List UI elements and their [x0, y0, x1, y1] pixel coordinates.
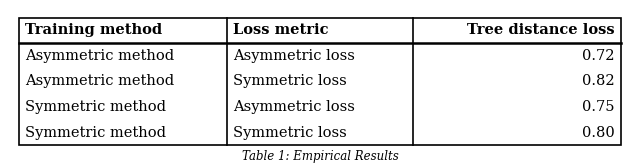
Text: Asymmetric method: Asymmetric method [25, 49, 174, 63]
Text: Loss metric: Loss metric [233, 23, 328, 37]
Text: Training method: Training method [25, 23, 163, 37]
Text: Asymmetric loss: Asymmetric loss [233, 100, 355, 114]
Text: Asymmetric loss: Asymmetric loss [233, 49, 355, 63]
Bar [19, 18, 621, 145]
Text: Asymmetric method: Asymmetric method [25, 74, 174, 88]
Text: Table 1: Empirical Results: Table 1: Empirical Results [242, 150, 398, 163]
Text: 0.72: 0.72 [582, 49, 615, 63]
Text: Symmetric method: Symmetric method [25, 100, 166, 114]
Text: 0.80: 0.80 [582, 126, 615, 139]
Text: Symmetric method: Symmetric method [25, 126, 166, 139]
Text: 0.75: 0.75 [582, 100, 615, 114]
Text: 0.82: 0.82 [582, 74, 615, 88]
Text: Tree distance loss: Tree distance loss [467, 23, 615, 37]
Text: Symmetric loss: Symmetric loss [233, 74, 346, 88]
Text: Symmetric loss: Symmetric loss [233, 126, 346, 139]
